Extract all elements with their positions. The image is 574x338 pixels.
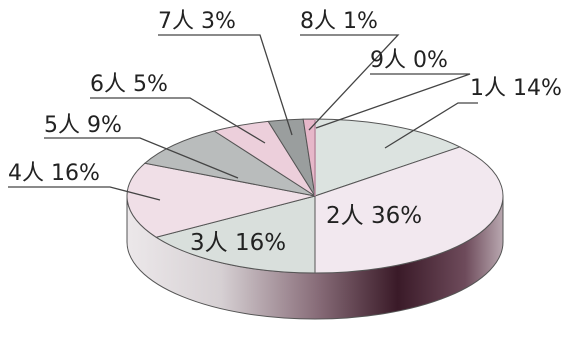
leader-lines bbox=[8, 34, 478, 201]
leader-line-8 bbox=[300, 34, 400, 131]
slice-label-5: 5人 9% bbox=[44, 113, 122, 138]
pie-slice-1 bbox=[314, 118, 462, 197]
slice-labels: 1人 14% 2人 36% 3人 16% 4人 16% 5人 9% 6人 5% 7人 3% 8… bbox=[8, 9, 562, 256]
leader-line-6 bbox=[90, 97, 266, 144]
slice-label-2: 2人 36% bbox=[326, 203, 422, 229]
pie-slice-3 bbox=[155, 195, 316, 274]
slice-label-9: 9人 0% bbox=[370, 48, 448, 73]
slice-label-8: 8人 1% bbox=[300, 9, 378, 34]
leader-line-1 bbox=[384, 102, 478, 149]
leader-line-4 bbox=[8, 186, 161, 201]
slice-label-7: 7人 3% bbox=[158, 9, 236, 34]
pie-slice-5 bbox=[143, 130, 316, 197]
slice-label-3: 3人 16% bbox=[190, 230, 286, 256]
pie-slice-4 bbox=[126, 162, 316, 238]
slice-label-6: 6人 5% bbox=[90, 72, 168, 97]
pie-slices bbox=[126, 118, 504, 274]
slice-label-4: 4人 16% bbox=[8, 161, 100, 186]
leader-line-9 bbox=[315, 73, 471, 129]
pie-slice-2 bbox=[314, 146, 504, 274]
leader-line-5 bbox=[44, 137, 239, 179]
slice-label-1: 1人 14% bbox=[470, 76, 562, 101]
leader-line-7 bbox=[158, 34, 293, 136]
